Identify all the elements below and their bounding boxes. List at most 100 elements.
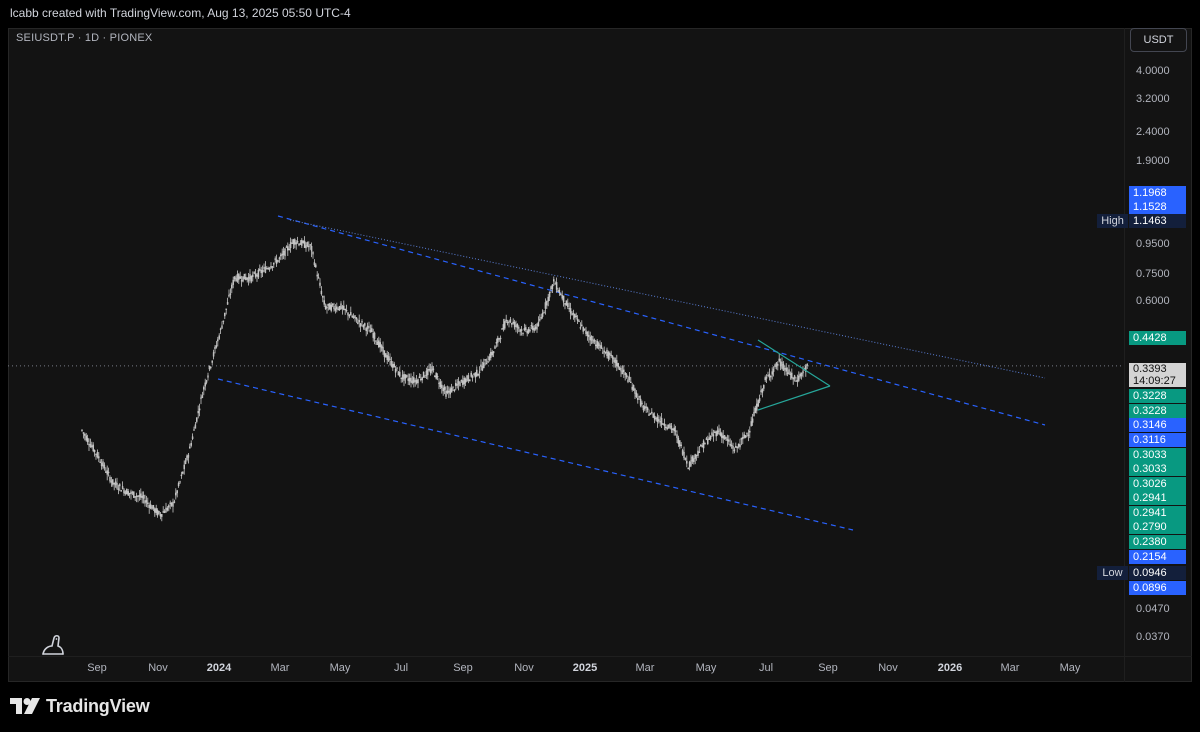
candle-body [480, 364, 482, 367]
candle-body [667, 424, 670, 429]
chart-panel[interactable] [8, 28, 1192, 682]
candle-body [488, 356, 491, 361]
candle-body [147, 502, 149, 504]
candle-body [413, 377, 415, 383]
candle-body [443, 386, 446, 390]
candle-body [200, 397, 202, 399]
chart-credit: lcabb created with TradingView.com, Aug … [10, 6, 351, 20]
currency-button[interactable]: USDT [1130, 28, 1187, 52]
candle-body [793, 375, 796, 379]
candle-body [236, 273, 239, 282]
candle-body [448, 390, 450, 393]
candle-body [354, 315, 356, 318]
candle-body [411, 380, 414, 383]
candle-body [613, 357, 615, 363]
candle-body [478, 371, 481, 373]
candle-body [107, 471, 110, 474]
candle-body [756, 403, 758, 411]
candle-body [547, 296, 549, 302]
candle-body [438, 382, 440, 385]
candle-body [590, 336, 593, 341]
candle-body [302, 241, 304, 244]
candle-body [786, 372, 789, 374]
time-axis-label: Sep [818, 662, 838, 674]
candle-body [683, 452, 685, 459]
candle-body [215, 345, 218, 348]
candle-body [390, 361, 393, 367]
candle-body [373, 332, 376, 339]
price-axis-label: 0.6000 [1136, 295, 1170, 307]
candle-body [401, 374, 404, 380]
candle-body [210, 366, 212, 369]
candle-body [112, 479, 114, 485]
candle-body [152, 504, 155, 509]
candle-body [277, 259, 279, 263]
candle-body [239, 276, 241, 279]
candle-body [516, 323, 519, 328]
candle-body [655, 418, 657, 420]
candle-body [229, 293, 232, 295]
candle-body [697, 450, 699, 456]
candle-body [550, 286, 552, 290]
candle-body [273, 262, 275, 265]
candle-body [714, 431, 716, 433]
candle-body [586, 331, 589, 337]
time-axis-label: Nov [878, 662, 898, 674]
candle-body [491, 351, 493, 356]
candle-body [142, 494, 145, 499]
candle-body [781, 361, 783, 369]
candle-body [730, 444, 733, 447]
candle-body [684, 457, 687, 460]
candle-body [191, 436, 194, 440]
candle-body [168, 505, 170, 508]
candle-body [592, 339, 594, 344]
candle-body [238, 274, 240, 280]
candle-body [604, 351, 607, 353]
time-axis-label: Nov [514, 662, 534, 674]
time-axis-label: Mar [1000, 662, 1020, 674]
candle-body [254, 273, 257, 277]
candle-body [301, 239, 303, 246]
candle-body [144, 500, 146, 504]
candle-body [763, 384, 765, 389]
candle-body [257, 269, 260, 278]
candle-body [694, 454, 696, 459]
candle-body [469, 379, 471, 382]
candle-body [672, 428, 674, 430]
candle-body [322, 295, 324, 298]
candle-body [695, 454, 698, 457]
candle-body [705, 438, 708, 440]
time-axis-label: 2024 [206, 662, 232, 674]
candle-body [560, 293, 562, 296]
long-resistance-line [289, 219, 1046, 379]
candle-body [474, 372, 477, 378]
candle-body [530, 324, 533, 327]
candle-body [718, 428, 720, 432]
candle-body [84, 433, 86, 436]
price-badge: 0.2154 [1129, 550, 1186, 564]
candle-body [128, 492, 131, 495]
candle-body [490, 352, 492, 358]
candle-body [789, 373, 792, 375]
price-axis-label: 0.0470 [1136, 603, 1170, 615]
candle-body [589, 336, 591, 341]
candle-body [407, 378, 409, 381]
candle-body [621, 370, 624, 375]
candle-body [161, 514, 163, 517]
candle-body [656, 417, 659, 422]
candle-body [800, 373, 803, 377]
candle-body [739, 444, 741, 448]
candle-body [382, 346, 384, 352]
candle-body [623, 369, 625, 373]
candle-body [775, 362, 778, 367]
candle-body [85, 435, 87, 441]
candle-body [163, 511, 166, 514]
candle-body [795, 380, 797, 382]
candle-body [201, 395, 204, 398]
candle-body [646, 407, 649, 410]
time-axis-label: Jul [758, 662, 774, 674]
candle-body [582, 326, 584, 332]
candle-body [691, 456, 694, 462]
price-badge: 0.2941 [1129, 491, 1186, 505]
